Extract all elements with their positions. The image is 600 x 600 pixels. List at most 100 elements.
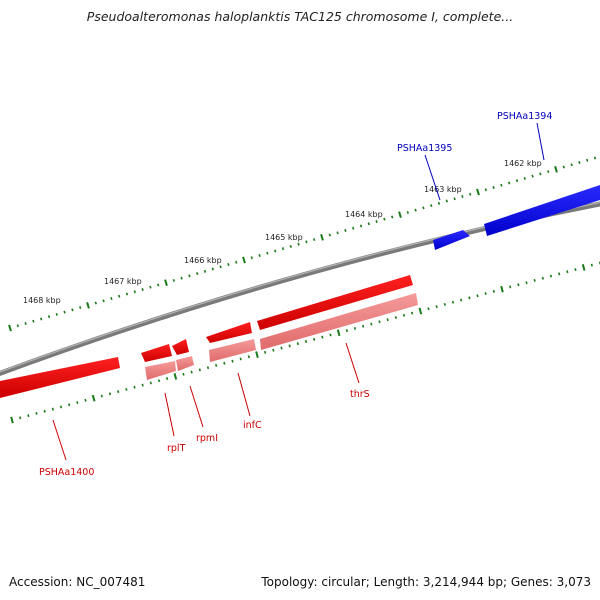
inner-minor-tick [484, 292, 487, 296]
inner-minor-tick [133, 385, 136, 389]
inner-minor-tick [345, 329, 348, 333]
outer-minor-tick [461, 195, 464, 199]
inner-minor-tick [215, 363, 218, 367]
gene-label-PSHAa1395[interactable]: PSHAa1395 [397, 143, 452, 154]
gene-label-infC[interactable]: infC [243, 420, 262, 431]
inner-major-tick [10, 416, 14, 424]
inner-minor-tick [427, 307, 430, 311]
inner-minor-tick [296, 342, 299, 346]
inner-minor-tick [27, 414, 30, 418]
inner-minor-tick [264, 350, 267, 354]
gene-rplT-shade [145, 361, 176, 380]
outer-minor-tick [305, 240, 308, 244]
inner-major-tick [581, 264, 586, 271]
outer-major-tick [242, 256, 246, 264]
tick-label-1463: 1463 kbp [424, 185, 462, 194]
outer-minor-tick [313, 238, 316, 242]
inner-minor-tick [100, 394, 103, 398]
gene-rplT[interactable] [141, 344, 172, 362]
outer-minor-tick [515, 179, 519, 183]
leader-infC [237, 372, 251, 417]
inner-minor-tick [304, 340, 308, 343]
outer-minor-tick [79, 306, 82, 310]
inner-minor-tick [59, 405, 63, 409]
inner-major-tick [418, 307, 423, 315]
gene-label-rpmI[interactable]: rpmI [196, 433, 218, 444]
outer-minor-tick [508, 181, 511, 185]
gene-infC[interactable] [206, 322, 252, 343]
leader-rplT [164, 392, 175, 437]
inner-minor-tick [76, 401, 79, 405]
inner-minor-tick [378, 320, 381, 324]
outer-minor-tick [203, 269, 207, 273]
inner-minor-tick [525, 281, 528, 285]
inner-minor-tick [108, 392, 112, 396]
outer-minor-tick [492, 185, 495, 189]
outer-minor-tick [141, 287, 144, 291]
inner-minor-tick [231, 359, 234, 363]
tick-label-1466: 1466 kbp [184, 256, 222, 265]
gene-thrS[interactable] [257, 275, 413, 330]
tick-label-1468: 1468 kbp [23, 296, 61, 305]
inner-minor-tick [492, 289, 495, 293]
gene-label-PSHAa1394[interactable]: PSHAa1394 [497, 111, 552, 122]
outer-minor-tick [336, 231, 339, 235]
outer-minor-tick [445, 199, 448, 203]
outer-major-tick [86, 302, 90, 309]
outer-minor-tick [196, 272, 199, 276]
outer-major-tick [476, 188, 480, 196]
gene-rpmI[interactable] [172, 339, 189, 355]
outer-minor-tick [367, 222, 370, 226]
outer-minor-tick [375, 219, 378, 223]
map-title: Pseudoalteromonas haloplanktis TAC125 ch… [86, 9, 514, 24]
inner-minor-tick [288, 344, 291, 348]
outer-minor-tick [344, 229, 347, 233]
inner-major-tick [500, 285, 504, 293]
leader-thrS [345, 342, 360, 384]
inner-minor-tick [394, 316, 397, 320]
gene-label-PSHAa1400[interactable]: PSHAa1400 [39, 467, 94, 478]
inner-major-tick [173, 373, 178, 380]
outer-minor-tick [16, 324, 19, 328]
outer-minor-tick [359, 224, 363, 228]
outer-minor-tick [414, 208, 417, 212]
gene-PSHAa1394[interactable] [484, 185, 600, 236]
inner-minor-tick [321, 335, 324, 339]
inner-minor-tick [125, 387, 128, 391]
gene-PSHAa1400[interactable] [0, 357, 120, 398]
leader-PSHAa1395 [424, 154, 441, 201]
outer-minor-tick [593, 156, 597, 160]
inner-minor-tick [541, 276, 544, 280]
inner-minor-tick [468, 296, 471, 300]
inner-minor-tick [84, 398, 87, 402]
outer-minor-tick [94, 301, 97, 305]
outer-minor-tick [586, 158, 589, 162]
outer-minor-tick [235, 260, 238, 264]
outer-minor-tick [281, 247, 285, 251]
leader-PSHAa1400 [52, 419, 67, 461]
outer-minor-tick [219, 265, 222, 269]
outer-major-tick [320, 234, 324, 241]
outer-minor-tick [484, 188, 487, 192]
leader-PSHAa1394 [536, 122, 545, 161]
tick-label-1462: 1462 kbp [504, 159, 542, 168]
gene-label-thrS[interactable]: thrS [350, 389, 370, 400]
inner-minor-tick [566, 270, 569, 274]
gene-thrS-shade [260, 293, 418, 350]
inner-major-tick [91, 394, 96, 402]
gene-PSHAa1395[interactable] [433, 230, 470, 250]
outer-minor-tick [157, 283, 160, 287]
outer-major-tick [164, 279, 168, 286]
outer-minor-tick [180, 276, 183, 280]
outer-minor-tick [32, 319, 35, 323]
inner-major-tick [336, 329, 341, 337]
outer-minor-tick [258, 253, 261, 257]
inner-minor-tick [509, 285, 512, 289]
outer-minor-tick [149, 285, 152, 289]
outer-minor-tick [297, 242, 300, 246]
gene-label-rplT[interactable]: rplT [167, 443, 186, 454]
inner-minor-tick [402, 313, 406, 317]
outer-major-tick [8, 324, 12, 332]
scale-ticks-inner [10, 261, 600, 424]
inner-minor-tick [329, 333, 332, 337]
